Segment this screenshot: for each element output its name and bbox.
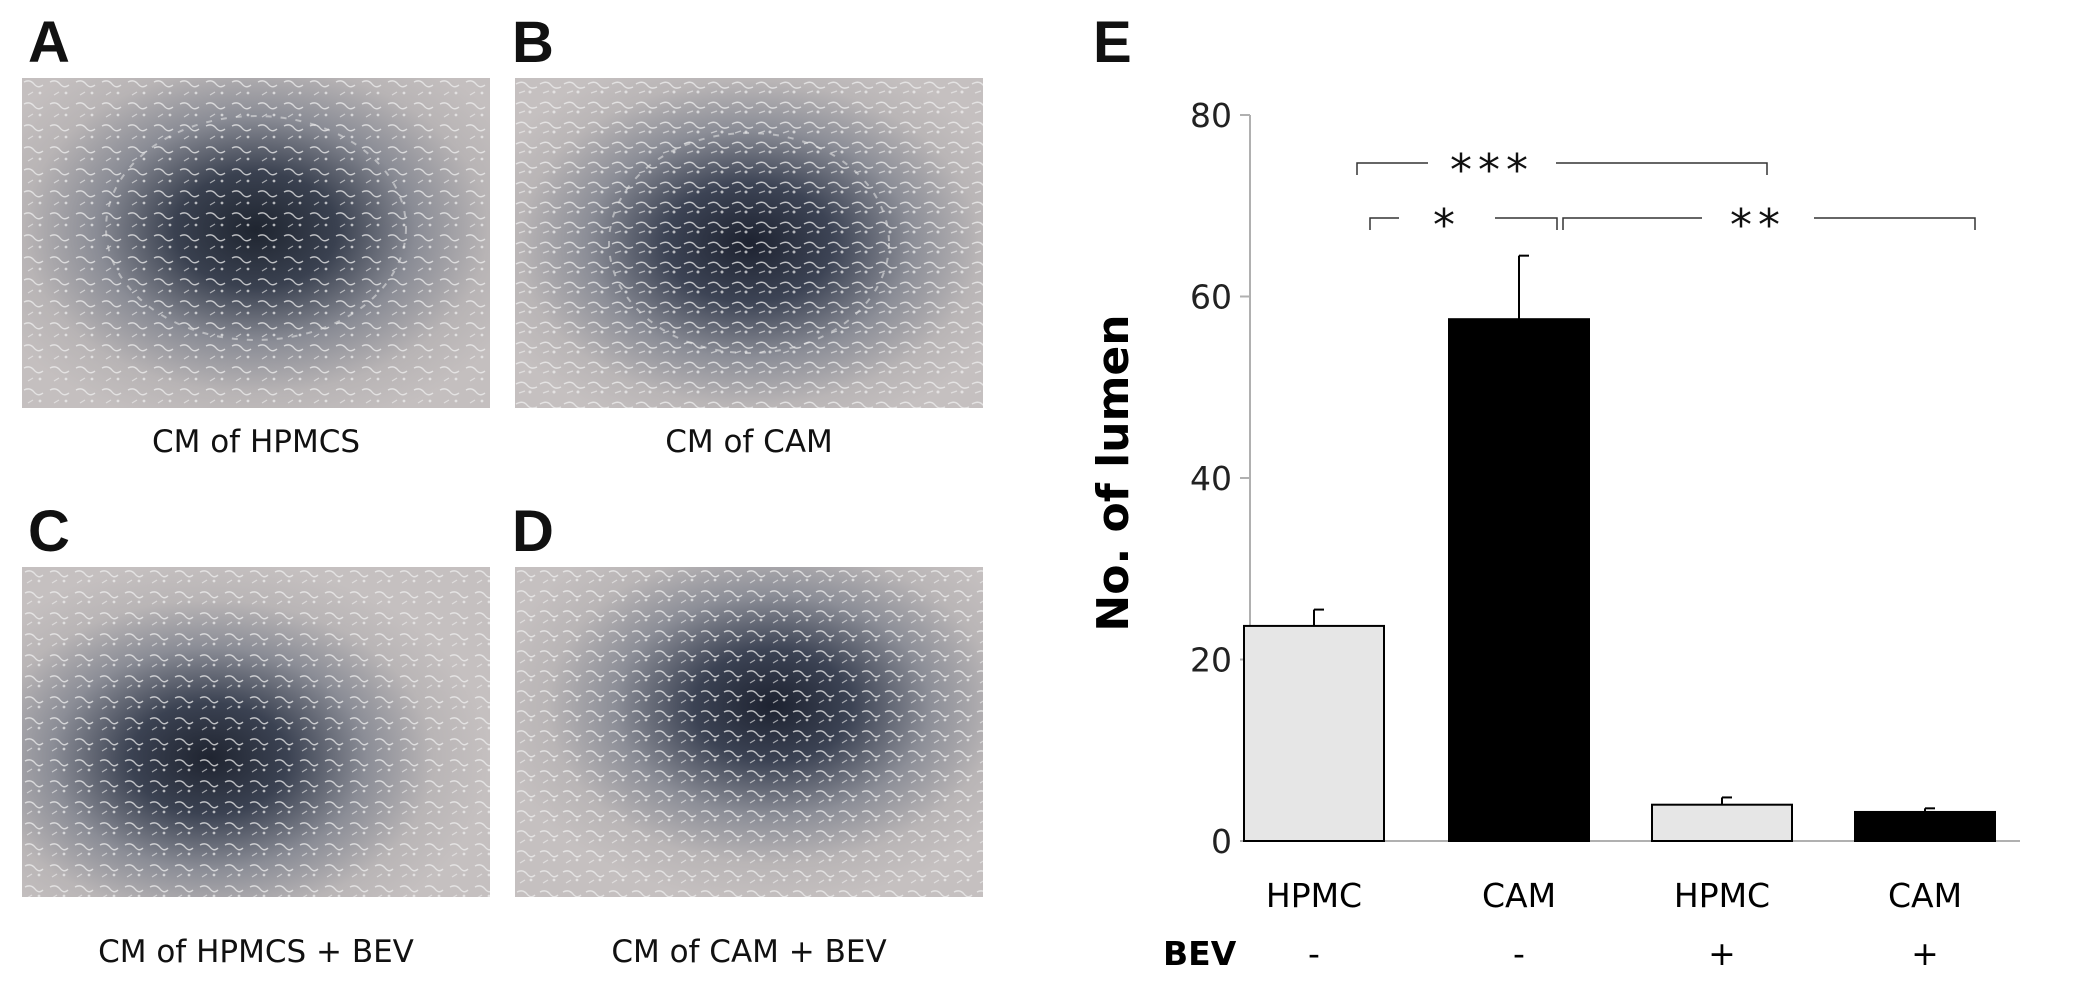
panel-label-a: A (28, 10, 70, 75)
panel-label-d: D (512, 499, 554, 564)
micrograph-b (515, 78, 983, 408)
bar (1651, 803, 1793, 843)
treatment-sign: - (1513, 934, 1525, 973)
treatment-sign: + (1708, 934, 1736, 973)
caption-d: CM of CAM + BEV (611, 934, 887, 970)
significance-label: ** (1730, 200, 1786, 251)
significance-bracket-right (1556, 162, 1768, 175)
y-tick-label: 40 (1190, 459, 1232, 498)
panel-label-b: B (512, 10, 554, 75)
micrograph-d (515, 567, 983, 897)
y-axis-title: No. of lumen (1088, 314, 1139, 631)
micrograph-c (22, 567, 490, 897)
x-tick-label: HPMC (1674, 876, 1770, 915)
bar (1448, 318, 1590, 842)
significance-bracket-right (1814, 217, 1976, 230)
caption-a: CM of HPMCS (151, 424, 361, 460)
y-tick-label: 60 (1190, 278, 1232, 317)
x-tick-label: CAM (1888, 876, 1962, 915)
panel-label-e: E (1093, 10, 1132, 75)
bar (1854, 810, 1996, 843)
significance-bracket-left (1369, 217, 1399, 230)
treatment-sign: - (1308, 934, 1320, 973)
significance-bracket-left (1356, 162, 1428, 175)
significance-bracket-left (1562, 217, 1702, 230)
y-tick-label: 80 (1190, 96, 1232, 135)
treatment-label: BEV (1163, 934, 1237, 973)
micrograph-a (22, 78, 490, 408)
significance-bracket-right (1495, 217, 1558, 230)
y-tick-label: 20 (1190, 641, 1232, 680)
significance-label: * (1433, 200, 1461, 251)
treatment-sign: + (1911, 934, 1939, 973)
bar (1243, 624, 1385, 842)
x-tick-label: HPMC (1266, 876, 1362, 915)
significance-label: *** (1450, 145, 1534, 196)
caption-b: CM of CAM (665, 424, 833, 460)
y-tick-label: 0 (1211, 822, 1232, 861)
caption-c: CM of HPMCS + BEV (98, 934, 414, 970)
panel-label-c: C (28, 499, 70, 564)
x-tick-label: CAM (1482, 876, 1556, 915)
